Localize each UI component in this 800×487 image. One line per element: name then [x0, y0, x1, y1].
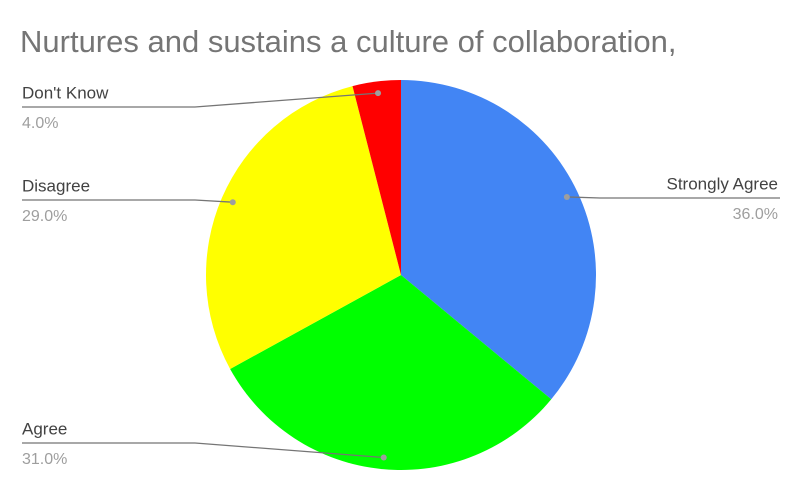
leader-line — [22, 92, 379, 108]
slice-value: 36.0% — [733, 206, 778, 223]
slice-label: Disagree — [22, 176, 90, 195]
slice-label: Don't Know — [22, 83, 109, 102]
leader-dot — [229, 199, 236, 206]
leader-dot — [375, 90, 382, 97]
pie-slice — [401, 80, 596, 400]
pie-slice — [205, 86, 401, 369]
leader-line — [566, 196, 780, 199]
pie-slice — [230, 275, 552, 470]
chart-title: Nurtures and sustains a culture of colla… — [20, 24, 677, 59]
leader-dot — [563, 193, 570, 200]
slice-value: 31.0% — [22, 451, 67, 468]
slice-label: Agree — [22, 419, 67, 438]
leader-line — [22, 442, 384, 459]
slice-value: 29.0% — [22, 208, 67, 225]
leader-line — [22, 199, 233, 203]
slice-value: 4.0% — [22, 115, 58, 132]
pie-slice — [352, 80, 401, 275]
leader-dot — [380, 454, 387, 461]
slice-label: Strongly Agree — [666, 174, 778, 193]
